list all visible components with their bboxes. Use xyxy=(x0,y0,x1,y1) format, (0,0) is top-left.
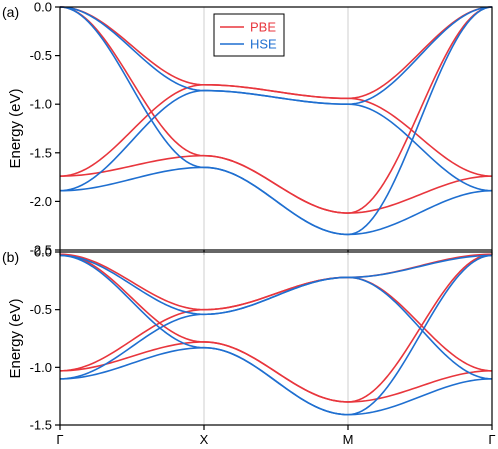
legend-box xyxy=(213,13,285,57)
y-tick-label: -0.5 xyxy=(30,302,52,317)
pbe-band-1 xyxy=(59,253,493,372)
y-tick-label: 0.0 xyxy=(34,245,52,260)
panel-a: 0.0 -0.5 -1.0 -1.5 -2.0 -2.5 (a) Energy (eV) PBE… xyxy=(2,0,493,258)
hse-band-4 xyxy=(59,254,493,416)
x-tick-label: Γ xyxy=(488,432,495,447)
pbe-band-3 xyxy=(59,6,493,177)
y-tick-label: -1.0 xyxy=(30,97,52,112)
pbe-band-3 xyxy=(59,253,493,372)
panel-label: (a) xyxy=(2,4,19,20)
pbe-band-2 xyxy=(59,253,493,403)
legend-label-pbe: PBE xyxy=(250,20,276,35)
panel-b: 0.0 -0.5 -1.0 -1.5 Γ X M Γ (b) Energy (eV) xyxy=(2,245,496,448)
y-tick-label: -0.5 xyxy=(30,48,52,63)
y-axis-title: Energy (eV) xyxy=(7,298,24,378)
y-tick-label: -1.0 xyxy=(30,360,52,375)
panel-label: (b) xyxy=(2,249,19,265)
hse-band-3 xyxy=(59,254,493,380)
y-tick-label: -1.5 xyxy=(30,418,52,433)
plot-frame xyxy=(59,6,493,251)
hse-band-4 xyxy=(59,6,493,236)
y-tick-label: -1.5 xyxy=(30,145,52,160)
hse-band-3 xyxy=(59,6,493,192)
x-tick-label: M xyxy=(343,432,354,447)
y-tick-label: -2.0 xyxy=(30,194,52,209)
x-tick-label: Γ xyxy=(56,432,63,447)
y-axis-title: Energy (eV) xyxy=(7,88,24,168)
y-tick-label: 0.0 xyxy=(34,0,52,15)
legend-label-hse: HSE xyxy=(250,37,277,52)
pbe-band-4 xyxy=(59,253,493,403)
x-tick-label: X xyxy=(200,432,209,447)
plot-frame xyxy=(59,251,493,426)
y-tick-label: -2.5 xyxy=(30,243,52,258)
legend: PBE HSE xyxy=(213,13,285,57)
pbe-band-4 xyxy=(59,6,493,214)
